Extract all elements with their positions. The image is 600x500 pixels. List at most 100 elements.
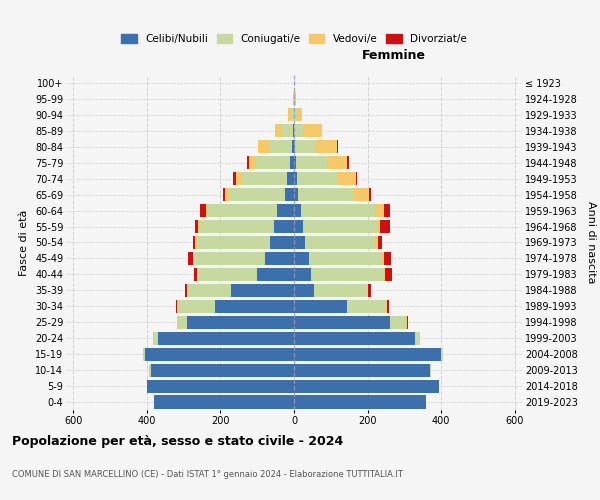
Text: Popolazione per età, sesso e stato civile - 2024: Popolazione per età, sesso e stato civil… [12, 435, 343, 448]
Bar [292, 140, 294, 153]
Bar [294, 108, 297, 122]
Bar [309, 252, 382, 265]
Bar [315, 140, 337, 153]
Bar [294, 268, 311, 281]
Bar [176, 300, 178, 313]
Bar [247, 156, 249, 170]
Bar [259, 140, 269, 153]
Bar [415, 332, 419, 345]
Bar [294, 140, 295, 153]
Bar [368, 284, 371, 297]
Bar [185, 284, 187, 297]
Bar [347, 300, 386, 313]
Bar [347, 156, 349, 170]
Bar [149, 364, 151, 376]
Bar [294, 316, 389, 329]
Bar [430, 364, 431, 376]
Bar [233, 172, 236, 185]
Bar [389, 316, 406, 329]
Bar [287, 172, 294, 185]
Bar [382, 252, 384, 265]
Bar [386, 300, 389, 313]
Bar [275, 124, 282, 138]
Bar [297, 108, 302, 122]
Y-axis label: Fasce di età: Fasce di età [19, 210, 29, 276]
Bar [294, 300, 347, 313]
Bar [242, 172, 287, 185]
Bar [153, 332, 154, 345]
Bar [296, 156, 327, 170]
Bar [301, 204, 375, 217]
Bar [298, 188, 353, 201]
Bar [158, 332, 294, 345]
Bar [195, 220, 199, 233]
Bar [277, 204, 294, 217]
Bar [256, 156, 290, 170]
Bar [194, 268, 197, 281]
Bar [294, 364, 430, 376]
Bar [293, 124, 294, 138]
Bar [270, 236, 294, 249]
Bar [294, 204, 301, 217]
Bar [337, 172, 356, 185]
Bar [188, 252, 193, 265]
Bar [145, 348, 294, 360]
Bar [151, 364, 294, 376]
Bar [419, 332, 420, 345]
Bar [294, 252, 309, 265]
Bar [147, 380, 294, 392]
Bar [370, 188, 371, 201]
Bar [229, 188, 285, 201]
Bar [294, 348, 441, 360]
Bar [294, 396, 427, 408]
Bar [193, 236, 196, 249]
Bar [380, 220, 389, 233]
Bar [294, 188, 298, 201]
Bar [154, 396, 294, 408]
Bar [194, 252, 265, 265]
Bar [274, 220, 294, 233]
Bar [294, 172, 297, 185]
Bar [187, 316, 294, 329]
Bar [187, 284, 232, 297]
Bar [375, 236, 378, 249]
Bar [305, 236, 375, 249]
Bar [356, 172, 357, 185]
Bar [291, 108, 294, 122]
Bar [196, 236, 197, 249]
Bar [303, 124, 322, 138]
Bar [154, 332, 158, 345]
Bar [311, 268, 384, 281]
Bar [285, 188, 294, 201]
Bar [225, 188, 229, 201]
Text: Femmine: Femmine [362, 48, 427, 62]
Bar [353, 188, 370, 201]
Bar [290, 156, 294, 170]
Y-axis label: Anni di nascita: Anni di nascita [586, 201, 596, 284]
Bar [177, 316, 178, 329]
Bar [337, 140, 338, 153]
Bar [375, 204, 384, 217]
Bar [269, 140, 292, 153]
Bar [377, 220, 380, 233]
Bar [295, 140, 315, 153]
Bar [178, 316, 187, 329]
Bar [384, 268, 385, 281]
Bar [199, 220, 200, 233]
Bar [143, 348, 145, 360]
Bar [384, 204, 389, 217]
Bar [294, 236, 305, 249]
Bar [294, 220, 303, 233]
Bar [441, 348, 443, 360]
Bar [206, 204, 208, 217]
Bar [200, 204, 206, 217]
Bar [295, 92, 296, 106]
Bar [236, 172, 242, 185]
Bar [378, 236, 382, 249]
Bar [314, 284, 368, 297]
Bar [327, 156, 347, 170]
Bar [288, 108, 291, 122]
Bar [197, 236, 270, 249]
Bar [384, 252, 391, 265]
Bar [208, 204, 277, 217]
